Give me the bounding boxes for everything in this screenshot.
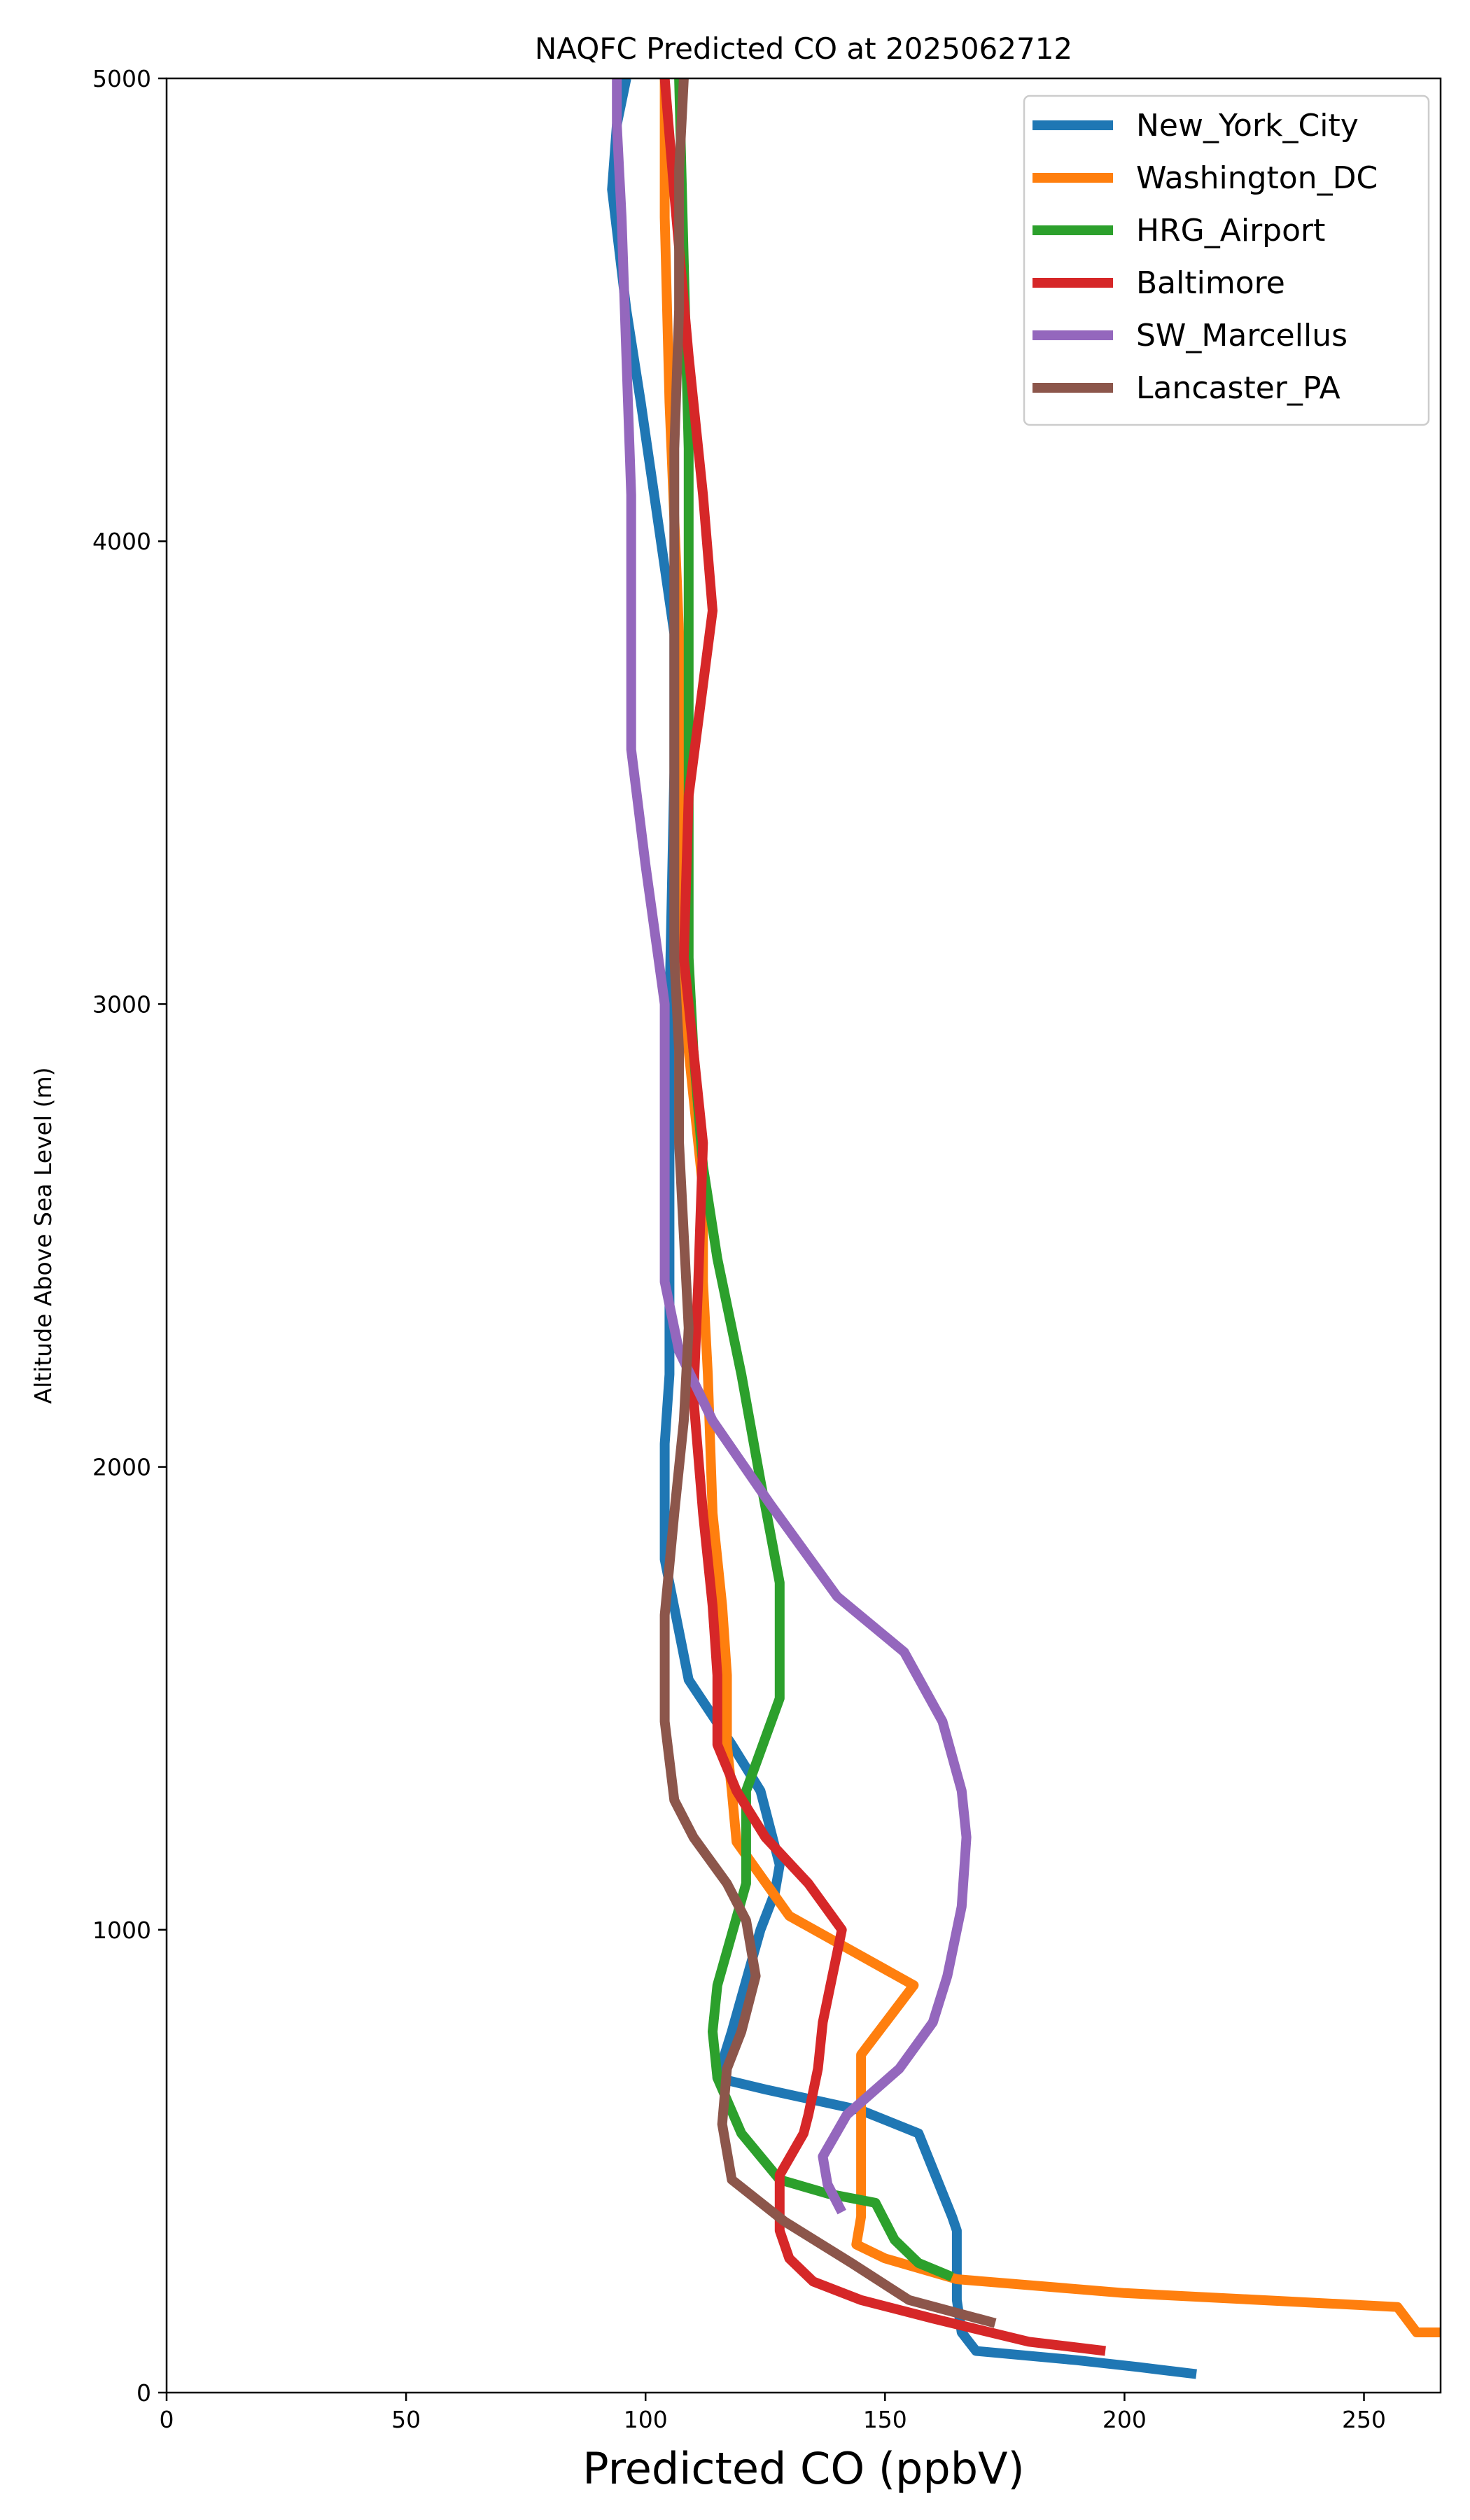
- series-line-lancaster-pa: [659, 78, 997, 2328]
- y-tick-label: 1000: [92, 1917, 151, 1944]
- legend-label: New_York_City: [1136, 108, 1359, 144]
- legend-label: Baltimore: [1136, 265, 1285, 301]
- x-tick-label: 250: [1342, 2406, 1386, 2433]
- y-axis-label: Altitude Above Sea Level (m): [29, 1068, 57, 1404]
- x-tick-label: 100: [624, 2406, 668, 2433]
- legend-label: Washington_DC: [1136, 160, 1378, 196]
- y-tick-label: 2000: [92, 1454, 151, 1481]
- x-axis-label: Predicted CO (ppbV): [582, 2443, 1024, 2494]
- x-tick-label: 150: [863, 2406, 907, 2433]
- legend-label: HRG_Airport: [1136, 213, 1325, 248]
- legend-box: [1023, 94, 1430, 426]
- x-tick-label: 0: [160, 2406, 174, 2433]
- legend: New_York_City Washington_DC HRG_Airport Bal…: [1023, 94, 1430, 426]
- series-line-baltimore: [659, 78, 1106, 2356]
- x-axis-ticks: 0 50 100 150 200 250: [160, 2393, 1386, 2433]
- y-axis-ticks: 0 1000 2000 3000 4000 5000: [92, 65, 167, 2407]
- y-tick-label: 4000: [92, 528, 151, 555]
- chart-title: NAQFC Predicted CO at 2025062712: [535, 31, 1072, 66]
- y-tick-label: 0: [136, 2379, 151, 2407]
- x-tick-label: 50: [391, 2406, 421, 2433]
- x-tick-label: 200: [1102, 2406, 1147, 2433]
- legend-label: Lancaster_PA: [1136, 370, 1340, 406]
- series-line-sw-marcellus: [612, 78, 972, 2215]
- axes-frame: [165, 77, 1442, 2394]
- y-tick-label: 5000: [92, 65, 151, 92]
- plot-area: [607, 78, 1441, 2379]
- y-tick-label: 3000: [92, 990, 151, 1018]
- legend-label: SW_Marcellus: [1136, 318, 1348, 354]
